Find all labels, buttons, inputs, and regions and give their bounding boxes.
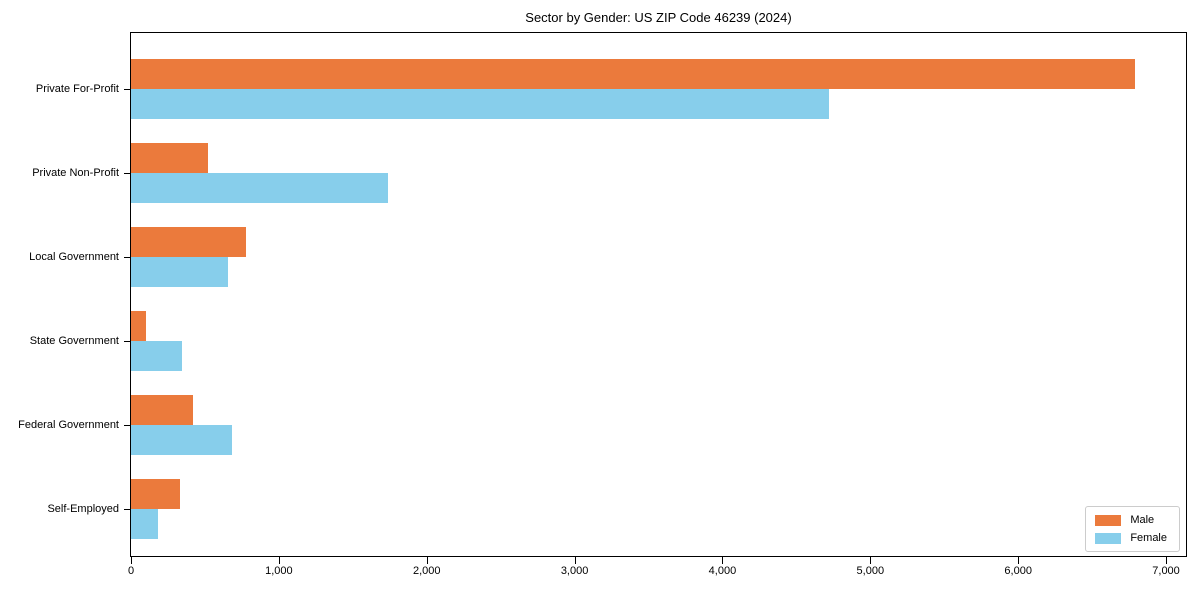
legend-swatch-female — [1095, 532, 1122, 544]
chart-title: Sector by Gender: US ZIP Code 46239 (202… — [525, 10, 792, 25]
y-axis-tick — [124, 508, 130, 510]
bar-female-local-government — [131, 257, 228, 287]
bar-male-federal-government — [131, 395, 194, 425]
y-axis-label-self-employed: Self-Employed — [47, 503, 119, 515]
bar-female-private-non-profit — [131, 173, 389, 203]
legend-entry-male: Male — [1095, 514, 1167, 526]
bar-male-private-non-profit — [131, 143, 208, 173]
bar-male-private-for-profit — [131, 59, 1135, 89]
bar-male-state-government — [131, 311, 146, 341]
y-axis-label-state-government: State Government — [29, 335, 119, 347]
bar-female-state-government — [131, 341, 182, 371]
x-axis-tick-label-6000: 6,000 — [1004, 565, 1032, 577]
x-axis-tick — [574, 557, 576, 564]
x-axis-tick-label-2000: 2,000 — [412, 565, 441, 577]
x-axis-tick-label-0: 0 — [127, 565, 135, 577]
x-axis-tick-label-1000: 1,000 — [265, 565, 293, 577]
x-axis-tick-label-3000: 3,000 — [560, 565, 589, 577]
y-axis-tick — [124, 340, 130, 342]
legend-entry-female: Female — [1095, 532, 1167, 544]
bar-male-self-employed — [131, 479, 180, 509]
y-axis-tick — [124, 172, 130, 174]
legend-label-female: Female — [1130, 532, 1167, 544]
legend-swatch-male — [1095, 514, 1122, 526]
y-axis-label-private-non-profit: Private Non-Profit — [32, 167, 119, 179]
bar-female-federal-government — [131, 425, 233, 455]
x-axis-tick-label-7000: 7,000 — [1152, 565, 1180, 577]
x-axis-tick — [1018, 557, 1020, 564]
plot-area: Private For-Profit Private Non-Profit Loca… — [18, 32, 1187, 577]
bar-female-self-employed — [131, 509, 158, 539]
y-axis-tick — [124, 88, 130, 90]
y-axis-label-local-government: Local Government — [29, 251, 119, 263]
y-axis-label-private-for-profit: Private For-Profit — [35, 83, 119, 95]
x-axis-tick — [870, 557, 872, 564]
x-axis-tick-label-4000: 4,000 — [708, 565, 737, 577]
x-axis-tick — [131, 557, 132, 564]
legend: Male Female — [1085, 506, 1180, 552]
bar-female-private-for-profit — [131, 89, 829, 119]
y-axis-tick — [124, 256, 130, 258]
x-axis-tick-label-5000: 5,000 — [856, 565, 885, 577]
x-axis-tick — [278, 557, 280, 564]
x-axis-tick — [1166, 557, 1168, 564]
x-axis-tick — [722, 557, 724, 564]
bar-male-local-government — [131, 227, 246, 257]
x-axis-tick — [426, 557, 428, 564]
y-axis-tick — [124, 424, 130, 426]
y-axis-label-federal-government: Federal Government — [18, 419, 119, 431]
legend-label-male: Male — [1130, 514, 1155, 526]
